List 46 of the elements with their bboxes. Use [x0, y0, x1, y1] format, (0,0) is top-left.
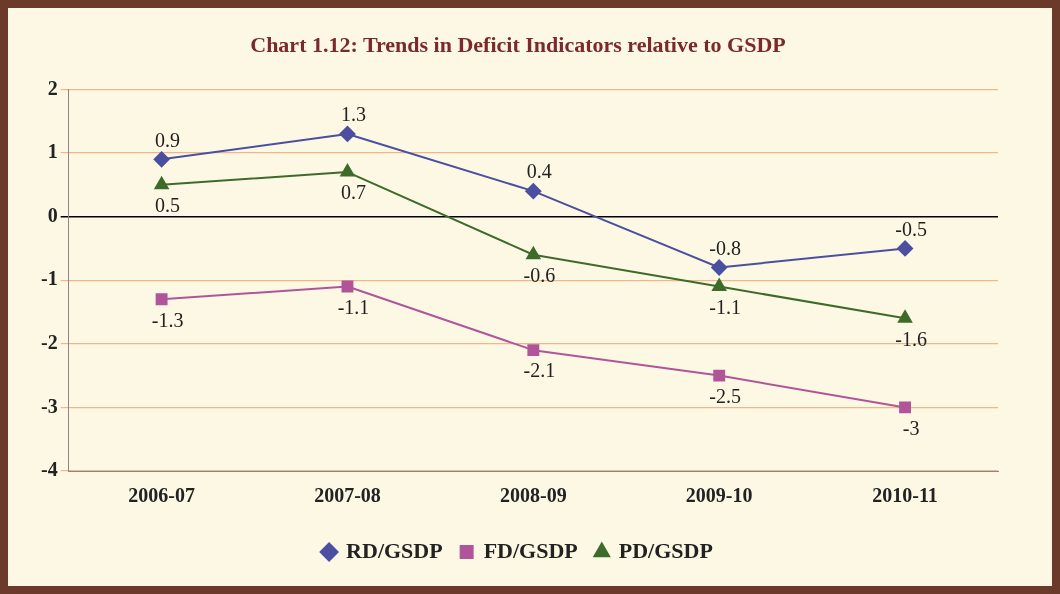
y-tick-label: 1 — [47, 140, 58, 163]
chart-title: Chart 1.12: Trends in Deficit Indicators relative to GSDP — [250, 31, 786, 57]
point — [525, 183, 542, 200]
point — [713, 369, 726, 382]
point — [897, 240, 914, 257]
point — [526, 246, 541, 260]
data-label: 0.4 — [526, 160, 552, 183]
data-label: -0.6 — [523, 264, 556, 287]
point — [527, 344, 540, 357]
legend-label: PD/GSDP — [618, 537, 713, 563]
y-tick-label: -2 — [40, 330, 58, 353]
y-tick-label: -3 — [40, 394, 58, 417]
y-tick-label: -4 — [40, 458, 58, 481]
point — [712, 278, 727, 292]
data-label: -2.5 — [709, 384, 742, 407]
data-label: 0.5 — [155, 194, 181, 217]
x-tick-label: 2008-09 — [499, 484, 567, 507]
point — [154, 176, 169, 190]
x-tick-label: 2010-11 — [872, 484, 938, 507]
point — [340, 164, 355, 177]
data-label: -1.1 — [337, 295, 370, 318]
point — [898, 310, 913, 323]
legend-label: FD/GSDP — [483, 537, 578, 563]
x-tick-label: 2006-07 — [128, 484, 195, 507]
data-label: -2.1 — [523, 359, 556, 382]
legend-label: RD/GSDP — [346, 537, 443, 563]
data-label: 0.7 — [340, 181, 366, 204]
point — [153, 151, 170, 168]
x-tick-label: 2007-08 — [314, 484, 381, 507]
data-label: -0.8 — [709, 236, 742, 259]
data-label: 0.9 — [155, 128, 181, 151]
point — [899, 401, 912, 414]
y-tick-label: 2 — [47, 76, 58, 99]
data-label: -1.1 — [709, 295, 742, 318]
point — [339, 125, 356, 142]
y-tick-label: 0 — [47, 203, 58, 226]
point — [711, 259, 728, 276]
point — [341, 280, 354, 293]
y-tick-label: -1 — [40, 267, 58, 290]
data-label: 1.3 — [340, 103, 366, 126]
data-label: -1.6 — [895, 327, 927, 350]
data-label: -3 — [902, 416, 920, 439]
point — [155, 293, 168, 306]
data-label: -0.5 — [895, 217, 927, 240]
data-label: -1.3 — [151, 308, 184, 331]
x-tick-label: 2009-10 — [685, 484, 753, 507]
